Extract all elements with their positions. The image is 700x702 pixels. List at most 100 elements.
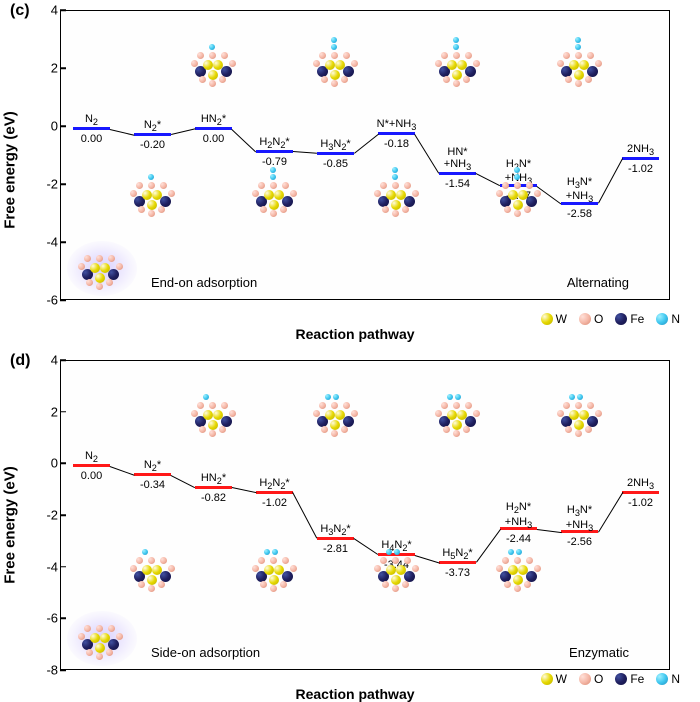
step-value: 0.00: [81, 133, 102, 145]
step-label: H2N2*: [259, 477, 289, 491]
y-tick: -8: [40, 663, 58, 678]
legend-item: O: [579, 312, 603, 326]
energy-step: [317, 537, 354, 540]
legend-item: Fe: [615, 672, 644, 686]
step-label: N*+NH3: [377, 118, 417, 132]
step-value: -1.54: [445, 178, 470, 190]
annotation-left: End-on adsorption: [151, 275, 257, 290]
legend-item: N: [656, 312, 680, 326]
molecular-cluster: [435, 46, 481, 86]
legend-dot-icon: [615, 673, 627, 685]
molecular-cluster: [191, 46, 237, 86]
molecular-cluster: [78, 249, 124, 289]
panel-c-label: (c): [10, 2, 30, 20]
connector: [537, 529, 562, 533]
molecular-cluster: [313, 396, 359, 436]
molecular-cluster: [374, 551, 420, 591]
step-label: HN2*: [201, 113, 226, 127]
y-tick: -2: [40, 508, 58, 523]
step-value: -2.56: [567, 536, 592, 548]
step-label: N2: [85, 113, 98, 127]
panel-c: (c) Free energy (eV) N20.00N2*-0.20HN2*0…: [20, 0, 690, 340]
step-value: -0.79: [262, 156, 287, 168]
y-tick: 4: [40, 3, 58, 18]
step-label: N2*: [144, 459, 161, 473]
annotation-right: Alternating: [567, 275, 629, 290]
connector: [171, 128, 196, 135]
molecular-cluster: [557, 396, 603, 436]
step-value: -0.34: [140, 479, 165, 491]
step-value: -0.18: [384, 138, 409, 150]
step-label: 2NH3: [627, 477, 654, 491]
legend-item: Fe: [615, 312, 644, 326]
energy-step: [256, 150, 293, 153]
molecular-cluster: [496, 551, 542, 591]
y-tick: -4: [40, 559, 58, 574]
y-tick: 0: [40, 119, 58, 134]
legend-label: O: [594, 672, 603, 686]
legend-label: Fe: [630, 312, 644, 326]
legend-dot-icon: [579, 673, 591, 685]
step-value: 0.00: [81, 470, 102, 482]
legend-c: WO Fe N: [541, 312, 680, 326]
step-value: -2.44: [506, 533, 531, 545]
connector: [414, 134, 439, 174]
energy-step: [439, 561, 476, 564]
molecular-cluster: [130, 551, 176, 591]
step-label: H3N2*: [320, 523, 350, 537]
energy-step: [134, 133, 171, 136]
step-label: H5N2*: [442, 547, 472, 561]
legend-item: W: [541, 672, 567, 686]
step-label: HN*+NH3: [444, 146, 471, 172]
energy-step: [622, 491, 659, 494]
legend-item: O: [579, 672, 603, 686]
connector: [110, 129, 135, 136]
step-label: N2: [85, 450, 98, 464]
panel-c-ylabel: Free energy (eV): [2, 111, 19, 229]
step-value: -0.82: [201, 492, 226, 504]
y-tick: -2: [40, 177, 58, 192]
y-tick: 4: [40, 353, 58, 368]
molecular-cluster: [313, 46, 359, 86]
legend-label: W: [556, 672, 567, 686]
legend-label: N: [671, 312, 680, 326]
step-value: -0.20: [140, 139, 165, 151]
legend-label: Fe: [630, 672, 644, 686]
connector: [109, 466, 134, 476]
step-label: H3N*+NH3: [566, 504, 593, 532]
y-tick: 2: [40, 61, 58, 76]
panel-c-xlabel: Reaction pathway: [20, 326, 690, 342]
step-label: HN2*: [201, 472, 226, 486]
step-label: N2*: [144, 119, 161, 133]
legend-dot-icon: [541, 313, 553, 325]
molecular-cluster: [557, 46, 603, 86]
energy-step: [256, 491, 293, 494]
step-value: 0.00: [203, 133, 224, 145]
molecular-cluster: [130, 176, 176, 216]
step-label: H2N2*: [259, 136, 289, 150]
legend-label: N: [671, 672, 680, 686]
molecular-cluster: [496, 176, 542, 216]
connector: [598, 492, 623, 532]
legend-dot-icon: [656, 313, 668, 325]
legend-item: W: [541, 312, 567, 326]
y-tick: -6: [40, 611, 58, 626]
step-label: H3N*+NH3: [566, 176, 593, 204]
step-value: -3.73: [445, 567, 470, 579]
molecular-cluster: [78, 619, 124, 659]
molecular-cluster: [191, 396, 237, 436]
step-value: -1.02: [262, 497, 287, 509]
step-value: -1.02: [628, 163, 653, 175]
step-label: H2N*+NH3: [505, 501, 532, 529]
molecular-cluster: [374, 176, 420, 216]
connector: [598, 158, 623, 204]
connector: [170, 475, 195, 488]
energy-step: [317, 152, 354, 155]
step-label: H3N2*: [320, 138, 350, 152]
legend-dot-icon: [579, 313, 591, 325]
legend-dot-icon: [615, 313, 627, 325]
energy-step: [73, 127, 110, 130]
molecular-cluster: [252, 551, 298, 591]
y-tick: -4: [40, 235, 58, 250]
molecular-cluster: [435, 396, 481, 436]
